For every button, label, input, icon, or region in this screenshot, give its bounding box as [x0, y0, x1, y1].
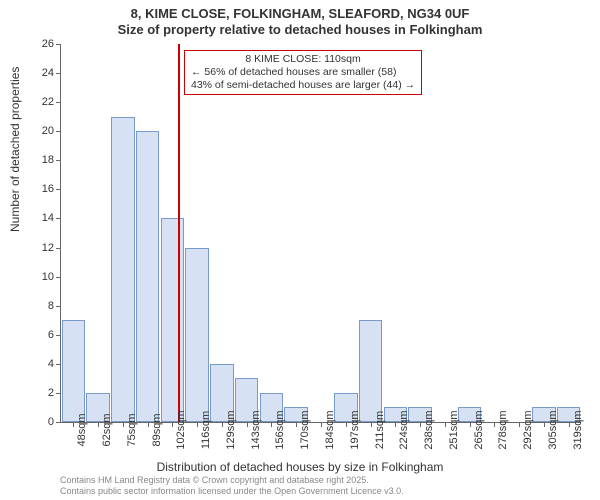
- ytick-label: 12: [24, 242, 54, 254]
- xtick-mark: [73, 422, 74, 427]
- xtick-label: 143sqm: [250, 410, 262, 449]
- xtick-mark: [271, 422, 272, 427]
- ytick-label: 24: [24, 67, 54, 79]
- ytick-mark: [56, 44, 61, 45]
- xtick-mark: [222, 422, 223, 427]
- xtick-label: 48sqm: [76, 413, 88, 446]
- histogram-bar: [161, 218, 185, 422]
- histogram-bar: [111, 117, 135, 422]
- histogram-bar: [185, 248, 209, 422]
- xtick-mark: [197, 422, 198, 427]
- ytick-mark: [56, 364, 61, 365]
- ytick-mark: [56, 422, 61, 423]
- xtick-label: 184sqm: [324, 410, 336, 449]
- xtick-mark: [445, 422, 446, 427]
- xtick-label: 129sqm: [225, 410, 237, 449]
- xtick-mark: [494, 422, 495, 427]
- xtick-mark: [123, 422, 124, 427]
- ytick-label: 22: [24, 96, 54, 108]
- ytick-label: 26: [24, 38, 54, 50]
- xtick-mark: [148, 422, 149, 427]
- chart-title-main: 8, KIME CLOSE, FOLKINGHAM, SLEAFORD, NG3…: [0, 6, 600, 21]
- xtick-label: 170sqm: [299, 410, 311, 449]
- xtick-label: 238sqm: [423, 410, 435, 449]
- xtick-label: 211sqm: [374, 411, 386, 449]
- ytick-label: 16: [24, 183, 54, 195]
- xtick-label: 305sqm: [547, 410, 559, 449]
- xtick-label: 197sqm: [349, 410, 361, 449]
- ytick-label: 18: [24, 154, 54, 166]
- ytick-label: 4: [24, 358, 54, 370]
- xtick-mark: [346, 422, 347, 427]
- ytick-mark: [56, 189, 61, 190]
- xtick-mark: [395, 422, 396, 427]
- ytick-label: 2: [24, 387, 54, 399]
- ytick-mark: [56, 131, 61, 132]
- ytick-mark: [56, 277, 61, 278]
- reference-label-1: 8 KIME CLOSE: 110sqm: [191, 53, 415, 66]
- x-axis-label: Distribution of detached houses by size …: [0, 460, 600, 474]
- ytick-mark: [56, 306, 61, 307]
- ytick-mark: [56, 218, 61, 219]
- ytick-mark: [56, 393, 61, 394]
- xtick-label: 102sqm: [175, 410, 187, 449]
- xtick-label: 292sqm: [522, 410, 534, 449]
- xtick-mark: [296, 422, 297, 427]
- histogram-bar: [136, 131, 160, 422]
- attribution-line2: Contains public sector information licen…: [60, 486, 404, 496]
- ytick-label: 6: [24, 329, 54, 341]
- xtick-mark: [371, 422, 372, 427]
- ytick-mark: [56, 73, 61, 74]
- reference-annotation: 8 KIME CLOSE: 110sqm← 56% of detached ho…: [184, 50, 422, 95]
- xtick-label: 251sqm: [448, 410, 460, 449]
- attribution: Contains HM Land Registry data © Crown c…: [60, 475, 404, 496]
- xtick-label: 319sqm: [572, 410, 584, 449]
- xtick-mark: [247, 422, 248, 427]
- xtick-mark: [544, 422, 545, 427]
- histogram-bar: [62, 320, 86, 422]
- reference-line: [178, 44, 180, 422]
- xtick-mark: [569, 422, 570, 427]
- ytick-mark: [56, 160, 61, 161]
- xtick-mark: [519, 422, 520, 427]
- xtick-mark: [420, 422, 421, 427]
- xtick-label: 75sqm: [126, 413, 138, 446]
- ytick-label: 14: [24, 212, 54, 224]
- reference-label-3: 43% of semi-detached houses are larger (…: [191, 79, 415, 92]
- xtick-label: 156sqm: [274, 410, 286, 449]
- ytick-label: 10: [24, 271, 54, 283]
- attribution-line1: Contains HM Land Registry data © Crown c…: [60, 475, 404, 485]
- chart-title-sub: Size of property relative to detached ho…: [0, 22, 600, 37]
- xtick-label: 89sqm: [151, 413, 163, 446]
- xtick-mark: [321, 422, 322, 427]
- ytick-label: 8: [24, 300, 54, 312]
- ytick-mark: [56, 248, 61, 249]
- xtick-label: 116sqm: [200, 411, 212, 449]
- xtick-label: 278sqm: [497, 410, 509, 449]
- xtick-mark: [98, 422, 99, 427]
- histogram-bar: [359, 320, 383, 422]
- ytick-label: 0: [24, 416, 54, 428]
- reference-label-2: ← 56% of detached houses are smaller (58…: [191, 66, 415, 79]
- plot-area: 8 KIME CLOSE: 110sqm← 56% of detached ho…: [60, 44, 581, 423]
- ytick-mark: [56, 335, 61, 336]
- xtick-mark: [470, 422, 471, 427]
- xtick-mark: [172, 422, 173, 427]
- xtick-label: 224sqm: [398, 410, 410, 449]
- ytick-mark: [56, 102, 61, 103]
- y-axis-label: Number of detached properties: [8, 67, 22, 232]
- xtick-label: 62sqm: [101, 413, 113, 446]
- xtick-label: 265sqm: [473, 410, 485, 449]
- ytick-label: 20: [24, 125, 54, 137]
